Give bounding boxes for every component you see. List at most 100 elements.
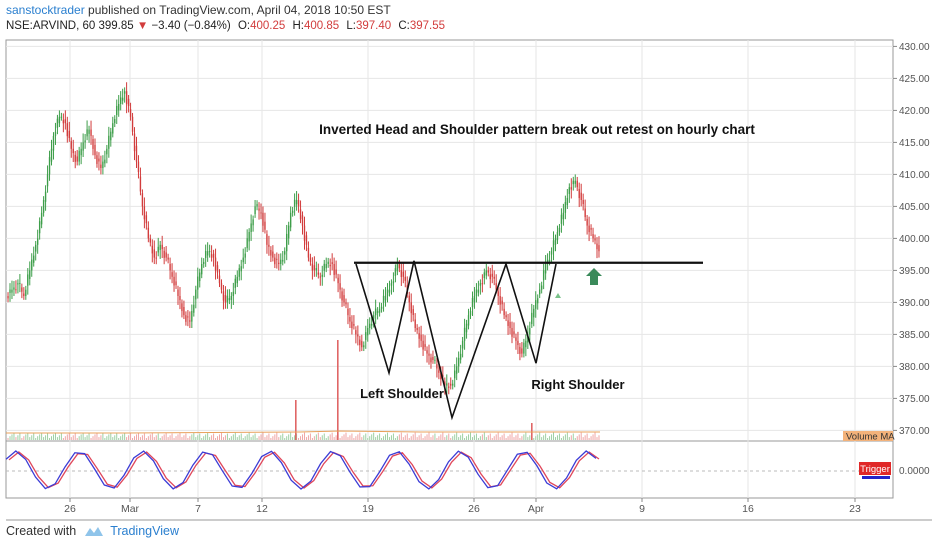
candle-body xyxy=(280,259,282,264)
candle-body xyxy=(531,312,533,325)
y-tick-label: 400.00 xyxy=(899,234,930,245)
candle-body xyxy=(189,320,191,322)
volume-bar xyxy=(76,438,78,440)
volume-bar xyxy=(268,433,270,440)
volume-bar xyxy=(576,436,578,440)
candle-body xyxy=(432,356,434,360)
candle-body xyxy=(574,180,576,184)
candle-body xyxy=(204,250,207,258)
volume-bar xyxy=(94,434,96,440)
candle-body xyxy=(501,300,503,305)
pattern-title: Inverted Head and Shoulder pattern break… xyxy=(319,122,755,137)
candle-body xyxy=(177,289,179,296)
author-link[interactable]: sanstocktrader xyxy=(6,3,85,17)
candle-body xyxy=(92,139,94,149)
volume-bar xyxy=(319,437,321,440)
candle-body xyxy=(66,123,69,137)
candle-body xyxy=(17,283,19,285)
candle-body xyxy=(90,129,92,136)
volume-bar xyxy=(165,432,167,440)
volume-bar xyxy=(489,433,491,440)
volume-bar xyxy=(183,435,185,440)
volume-bar xyxy=(250,437,252,440)
candle-body xyxy=(23,293,25,296)
volume-bar xyxy=(252,435,254,440)
candle-body xyxy=(329,264,331,267)
volume-bar xyxy=(487,435,489,440)
candle-body xyxy=(317,272,320,275)
volume-bar xyxy=(124,432,126,440)
volume-bar xyxy=(23,436,25,440)
volume-bar xyxy=(369,436,371,440)
volume-bar xyxy=(163,434,165,440)
candle-body xyxy=(201,264,203,275)
volume-bar xyxy=(323,433,325,440)
candle-body xyxy=(299,209,302,220)
candle-body xyxy=(414,319,416,328)
candle-body xyxy=(252,219,254,226)
volume-bar xyxy=(29,437,31,440)
low-value: 397.40 xyxy=(355,20,392,32)
candle-body xyxy=(195,289,197,300)
y-tick-label: 375.00 xyxy=(899,394,930,405)
volume-bar xyxy=(211,435,213,440)
volume-bar xyxy=(335,435,337,440)
volume-bar xyxy=(37,436,39,440)
y-tick-label: 410.00 xyxy=(899,170,930,181)
volume-bar xyxy=(424,436,426,440)
candle-body xyxy=(327,261,329,264)
candle-body xyxy=(165,252,167,258)
volume-bar xyxy=(300,436,302,440)
volume-bar xyxy=(584,435,586,440)
volume-bar xyxy=(197,435,199,440)
volume-bar xyxy=(481,434,483,440)
candle-body xyxy=(289,212,292,228)
volume-bar xyxy=(230,436,232,440)
candle-body xyxy=(353,324,355,326)
volume-bar xyxy=(440,434,442,440)
candle-body xyxy=(70,141,72,149)
tradingview-brand[interactable]: TradingView xyxy=(110,524,179,538)
tradingview-logo-icon xyxy=(85,527,104,536)
volume-bar xyxy=(466,436,468,440)
candle-body xyxy=(208,251,211,253)
candle-body xyxy=(153,249,155,258)
candle-body xyxy=(422,340,424,350)
volume-bar xyxy=(438,436,440,440)
candle-body xyxy=(42,200,45,213)
candle-body xyxy=(203,261,205,264)
volume-bar xyxy=(307,435,309,440)
candle-body xyxy=(378,308,381,313)
candle-body xyxy=(570,187,572,190)
volume-bar xyxy=(272,436,274,440)
candle-body xyxy=(246,238,248,249)
head-shoulders-pattern xyxy=(355,260,557,421)
candle-body xyxy=(566,197,569,206)
volume-bar xyxy=(215,438,217,440)
volume-bar xyxy=(468,434,470,440)
volume-bar xyxy=(130,433,132,440)
candle-body xyxy=(197,276,199,290)
volume-bar xyxy=(566,432,568,440)
volume-bar xyxy=(88,433,90,440)
candle-body xyxy=(558,227,561,232)
volume-bar xyxy=(232,434,234,440)
candle-body xyxy=(386,289,389,296)
candle-body xyxy=(155,257,157,259)
volume-bar xyxy=(432,435,434,440)
candle-body xyxy=(74,154,76,162)
candle-body xyxy=(410,302,412,314)
volume-bar xyxy=(195,437,197,440)
candle-body xyxy=(493,276,495,279)
volume-bar xyxy=(592,434,594,440)
volume-bar xyxy=(414,432,416,440)
candle-body xyxy=(376,310,379,314)
volume-ma-label: Volume MA xyxy=(846,432,895,443)
publish-line: sanstocktrader published on TradingView.… xyxy=(6,3,391,17)
volume-bar xyxy=(446,435,448,440)
volume-bar xyxy=(444,437,446,440)
volume-bar xyxy=(149,434,151,440)
volume-bar xyxy=(325,438,327,440)
volume-bar xyxy=(303,432,305,440)
